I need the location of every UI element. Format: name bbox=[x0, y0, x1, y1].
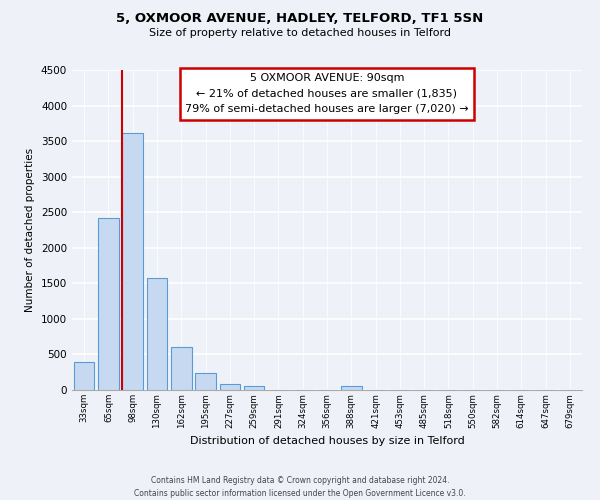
Bar bbox=[122, 132, 143, 390]
Bar bbox=[244, 386, 265, 390]
Text: 5 OXMOOR AVENUE: 90sqm
← 21% of detached houses are smaller (1,835)
79% of semi-: 5 OXMOOR AVENUE: 90sqm ← 21% of detached… bbox=[185, 73, 469, 114]
Bar bbox=[220, 384, 240, 390]
Bar bbox=[98, 218, 119, 390]
Text: 5, OXMOOR AVENUE, HADLEY, TELFORD, TF1 5SN: 5, OXMOOR AVENUE, HADLEY, TELFORD, TF1 5… bbox=[116, 12, 484, 26]
Bar bbox=[195, 372, 216, 390]
Bar bbox=[341, 386, 362, 390]
X-axis label: Distribution of detached houses by size in Telford: Distribution of detached houses by size … bbox=[190, 436, 464, 446]
Bar bbox=[171, 348, 191, 390]
Text: Size of property relative to detached houses in Telford: Size of property relative to detached ho… bbox=[149, 28, 451, 38]
Text: Contains HM Land Registry data © Crown copyright and database right 2024.
Contai: Contains HM Land Registry data © Crown c… bbox=[134, 476, 466, 498]
Bar bbox=[74, 362, 94, 390]
Y-axis label: Number of detached properties: Number of detached properties bbox=[25, 148, 35, 312]
Bar bbox=[146, 278, 167, 390]
